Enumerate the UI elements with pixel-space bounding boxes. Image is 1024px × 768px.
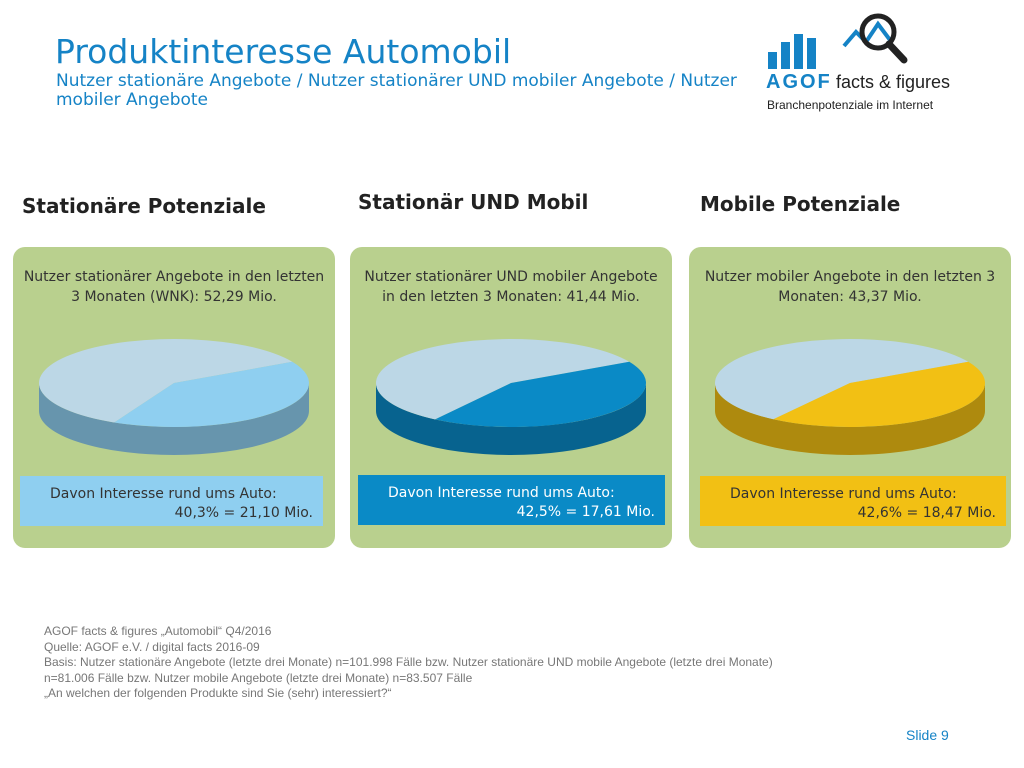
pie-side-wall bbox=[715, 383, 985, 455]
heading-stationary: Stationäre Potenziale bbox=[22, 194, 266, 218]
footnote-line: AGOF facts & figures „Automobil“ Q4/2016 bbox=[44, 624, 272, 638]
footnote-line: n=81.006 Fälle bzw. Nutzer mobile Angebo… bbox=[44, 670, 473, 685]
pie-slice-interest bbox=[773, 361, 985, 427]
heading-stationary-and-mobile: Stationär UND Mobil bbox=[358, 190, 589, 214]
pie-chart-stationary bbox=[38, 339, 310, 455]
footnote: AGOF facts & figures „Automobil“ Q4/2016… bbox=[44, 624, 773, 702]
agof-logo: AGOF facts & figures Branchenpotenziale … bbox=[766, 12, 966, 116]
logo-chart-icon bbox=[768, 13, 908, 69]
pie-slice-rest bbox=[715, 339, 969, 420]
interest-box: Davon Interesse rund ums Auto: 42,6% = 1… bbox=[700, 476, 1006, 526]
heading-mobile: Mobile Potenziale bbox=[700, 192, 901, 216]
pie-side-wall bbox=[39, 383, 309, 455]
interest-value: 40,3% = 21,10 Mio. bbox=[174, 505, 313, 521]
logo-facts-figures: facts & figures bbox=[836, 72, 951, 92]
pie-slice-rest bbox=[376, 339, 630, 420]
panel-description: Nutzer stationärer Angebote in den letzt… bbox=[23, 269, 325, 305]
panel-stationary: Nutzer stationärer Angebote in den letzt… bbox=[13, 247, 335, 548]
panel-description: Nutzer mobiler Angebote in den letzten 3… bbox=[704, 269, 996, 305]
pie-chart-mobile bbox=[715, 339, 985, 455]
footnote-line: Quelle: AGOF e.V. / digital facts 2016-0… bbox=[44, 639, 260, 654]
footnote-line: „An welchen der folgenden Produkte sind … bbox=[44, 686, 392, 700]
panel-stationary-and-mobile: Nutzer stationärer UND mobiler Angebote … bbox=[350, 247, 672, 548]
footnote-line: Basis: Nutzer stationäre Angebote (letzt… bbox=[44, 655, 773, 669]
interest-box: Davon Interesse rund ums Auto: 40,3% = 2… bbox=[20, 476, 323, 526]
interest-label: Davon Interesse rund ums Auto: bbox=[50, 486, 277, 502]
logo-agof-text: AGOF bbox=[766, 71, 832, 93]
pie-side-wall bbox=[376, 383, 646, 455]
interest-label: Davon Interesse rund ums Auto: bbox=[730, 486, 957, 502]
interest-box: Davon Interesse rund ums Auto: 42,5% = 1… bbox=[358, 475, 665, 525]
interest-label: Davon Interesse rund ums Auto: bbox=[388, 485, 615, 501]
logo-tagline: Branchenpotenziale im Internet bbox=[767, 98, 934, 112]
page-title: Produktinteresse Automobil bbox=[55, 32, 512, 71]
pie-slice-interest bbox=[114, 361, 310, 427]
pie-slice-rest bbox=[38, 339, 293, 423]
pie-slice-interest bbox=[435, 361, 646, 427]
page-subtitle: Nutzer stationäre Angebote / Nutzer stat… bbox=[56, 71, 737, 110]
panel-mobile: Nutzer mobiler Angebote in den letzten 3… bbox=[689, 247, 1011, 548]
pie-chart-stationary-and-mobile bbox=[376, 339, 646, 455]
interest-value: 42,6% = 18,47 Mio. bbox=[857, 505, 996, 521]
slide-number: Slide 9 bbox=[906, 727, 949, 743]
interest-value: 42,5% = 17,61 Mio. bbox=[516, 504, 655, 520]
panel-description: Nutzer stationärer UND mobiler Angebote … bbox=[364, 269, 658, 305]
